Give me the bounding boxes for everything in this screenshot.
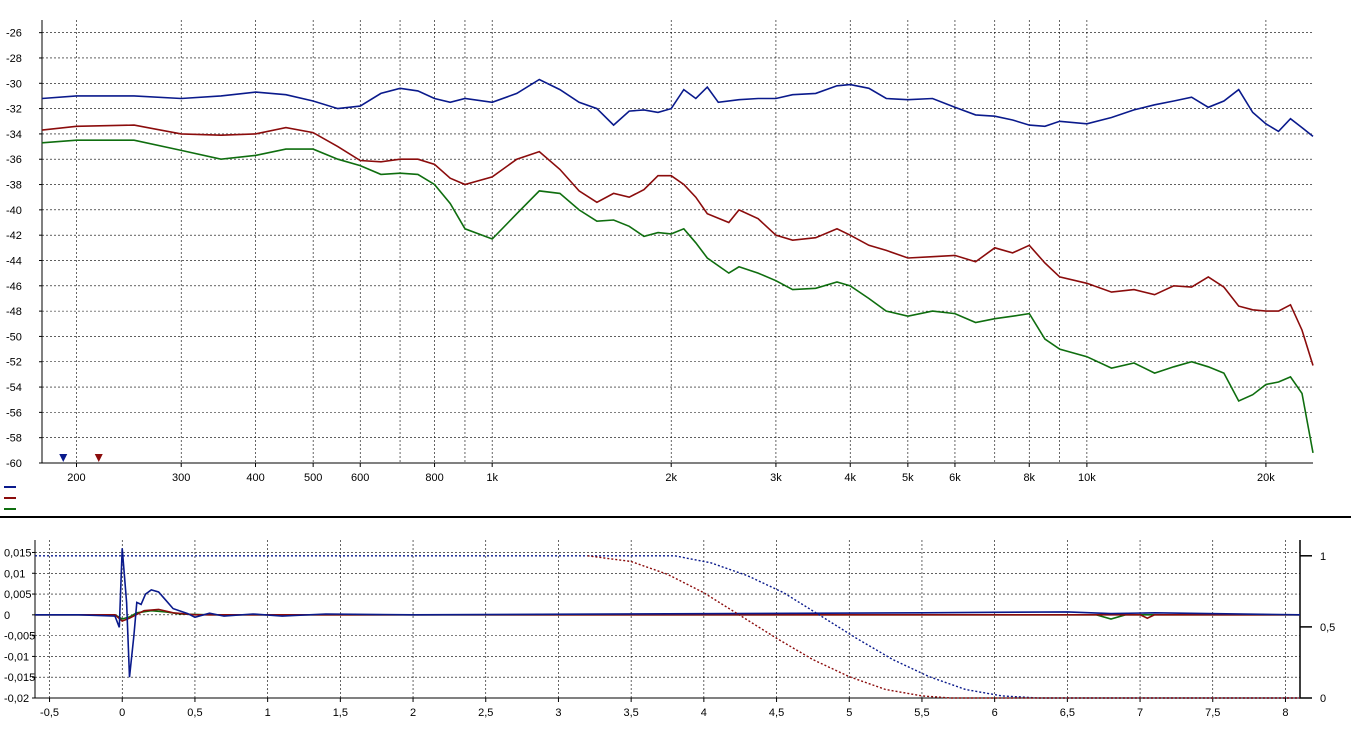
x-tick-label: 200 [67, 472, 85, 484]
x-tick-label: 3,5 [624, 707, 639, 719]
y-tick-label: -0,005 [4, 631, 35, 643]
x-tick-label: 1k [486, 472, 498, 484]
y-tick-label: -50 [6, 331, 22, 343]
x-tick-label: 5 [846, 707, 852, 719]
x-tick-label: 6 [992, 707, 998, 719]
y-tick-label: 0,005 [4, 589, 32, 601]
y-tick-label: -56 [6, 407, 22, 419]
y-tick-label: 0 [4, 610, 10, 622]
x-tick-label: 600 [351, 472, 369, 484]
y-tick-label: -54 [6, 382, 22, 394]
gating-marker-0 [59, 454, 68, 462]
x-tick-label: 400 [246, 472, 264, 484]
x-tick-label: -0,5 [40, 707, 59, 719]
x-tick-label: 7 [1137, 707, 1143, 719]
chart-divider [0, 516, 1351, 518]
y-tick-label: -40 [6, 205, 22, 217]
y-tick-label: -44 [6, 255, 22, 267]
y-tick-label: -30 [6, 78, 22, 90]
y2-tick-label: 0 [1320, 693, 1326, 705]
y-tick-label: -52 [6, 357, 22, 369]
x-tick-label: 0,5 [187, 707, 202, 719]
y-tick-label: -38 [6, 180, 22, 192]
series-line-80-stepeni [41, 124, 1314, 366]
y-tick-label: -26 [6, 28, 22, 40]
x-tick-label: 0 [119, 707, 125, 719]
y-tick-label: -36 [6, 154, 22, 166]
x-tick-label: 6,5 [1060, 707, 1075, 719]
y-tick-label: -0,015 [4, 672, 35, 684]
x-tick-label: 7,5 [1205, 707, 1220, 719]
x-tick-label: 4 [701, 707, 707, 719]
impulse-line-2 [35, 548, 1301, 678]
x-tick-label: 2 [410, 707, 416, 719]
x-tick-label: 500 [304, 472, 322, 484]
x-tick-label: 4,5 [769, 707, 784, 719]
x-tick-label: 10k [1078, 472, 1096, 484]
y-tick-label: -34 [6, 129, 22, 141]
x-tick-label: 3k [770, 472, 782, 484]
x-tick-label: 800 [425, 472, 443, 484]
y-tick-label: -48 [6, 306, 22, 318]
y-tick-label: 0,01 [4, 568, 25, 580]
y-tick-label: -0,01 [4, 651, 29, 663]
x-tick-label: 6k [949, 472, 961, 484]
x-tick-label: 300 [172, 472, 190, 484]
y-tick-label: -58 [6, 433, 22, 445]
y-tick-label: -0,02 [4, 693, 29, 705]
impulse-response-chart: 0,015 0,01 0,005 0 -0,005 -0,01 -0,015 -0,02 -0,… [4, 540, 1335, 719]
x-tick-label: 5,5 [914, 707, 929, 719]
x-tick-label: 1,5 [333, 707, 348, 719]
impulse-line-1 [35, 608, 1300, 623]
x-tick-label: 8 [1282, 707, 1288, 719]
y2-tick-label: 0,5 [1320, 622, 1335, 634]
y-tick-label: -60 [6, 458, 22, 470]
x-tick-label: 8k [1023, 472, 1035, 484]
y-tick-label: -42 [6, 230, 22, 242]
y-tick-label: -28 [6, 53, 22, 65]
frequency-response-chart: -26 -28 -30 -32 -34 -36 -38 -40 -42 -44 -46 -48 -50 -… [4, 20, 1314, 510]
x-tick-label: 2,5 [478, 707, 493, 719]
x-tick-label: 3 [555, 707, 561, 719]
y-tick-label: -46 [6, 281, 22, 293]
x-tick-label: 1 [265, 707, 271, 719]
x-tick-label: 4k [844, 472, 856, 484]
series-line-ls50-na-osi [41, 78, 1314, 138]
series-line-90-stepeni [41, 139, 1314, 454]
y-tick-label: -32 [6, 104, 22, 116]
x-tick-label: 5k [902, 472, 914, 484]
gating-marker-1 [94, 454, 103, 462]
y-tick-label: 0,015 [4, 547, 32, 559]
y2-tick-label: 1 [1320, 551, 1326, 563]
x-tick-label: 2k [665, 472, 677, 484]
time-window-line-4 [587, 555, 1300, 699]
x-tick-label: 20k [1257, 472, 1275, 484]
time-window-line-3 [35, 555, 1300, 699]
